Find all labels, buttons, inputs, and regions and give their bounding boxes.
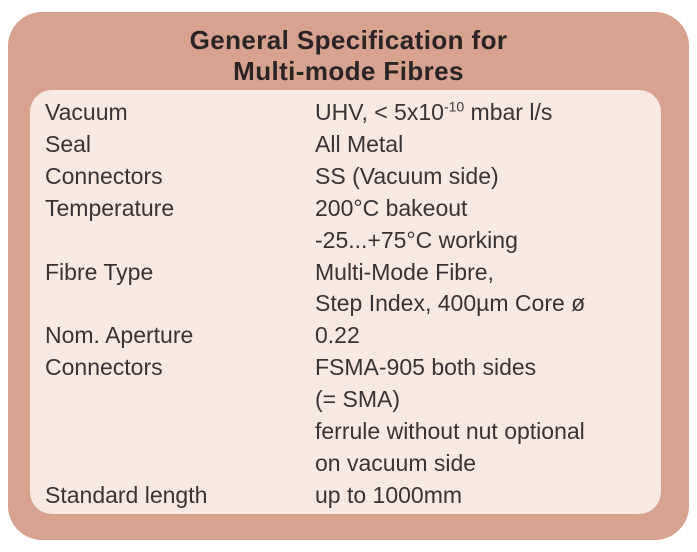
- spec-row-temperature: Temperature 200°C bakeout: [45, 193, 655, 225]
- spec-value: up to 1000mm: [315, 481, 463, 508]
- spec-row-connectors-cont-3: on vacuum side: [45, 447, 655, 479]
- spec-value: 0.22: [315, 322, 360, 349]
- spec-value: SS (Vacuum side): [315, 163, 499, 190]
- spec-value: UHV, < 5x10-10 mbar l/s: [315, 99, 655, 126]
- card-title-line1: General Specification for: [189, 25, 508, 55]
- spec-row-nom-aperture: Nom. Aperture 0.22: [45, 320, 655, 352]
- spec-label: Connectors: [45, 163, 163, 190]
- card-title: General Specification for Multi-mode Fib…: [8, 12, 689, 87]
- spec-row-fibre-type: Fibre Type Multi-Mode Fibre,: [45, 256, 655, 288]
- spec-label: Temperature: [45, 194, 175, 221]
- spec-label: Fibre Type: [45, 258, 154, 285]
- spec-label: Nom. Aperture: [45, 322, 194, 349]
- spec-label: Connectors: [45, 354, 163, 381]
- spec-row-connectors-cont-2: ferrule without nut optional: [45, 415, 655, 447]
- spec-card: General Specification for Multi-mode Fib…: [8, 12, 689, 540]
- spec-value: on vacuum side: [315, 449, 477, 476]
- value-exponent: -10: [443, 98, 465, 115]
- spec-row-seal: Seal All Metal: [45, 129, 655, 161]
- spec-row-connectors-vacuum: Connectors SS (Vacuum side): [45, 161, 655, 193]
- spec-value: (= SMA): [315, 386, 400, 413]
- spec-value: -25...+75°C working: [315, 226, 518, 253]
- spec-label: Seal: [45, 131, 92, 158]
- spec-table: Vacuum UHV, < 5x10-10 mbar l/s Seal All …: [30, 90, 661, 514]
- spec-value: FSMA-905 both sides: [315, 354, 537, 381]
- spec-row-connectors-fsma: Connectors FSMA-905 both sides: [45, 352, 655, 384]
- spec-row-fibre-type-cont: Step Index, 400µm Core ø: [45, 288, 655, 320]
- spec-value: Step Index, 400µm Core ø: [315, 290, 586, 317]
- spec-value: Multi-Mode Fibre,: [315, 258, 494, 285]
- spec-value: ferrule without nut optional: [315, 417, 585, 444]
- spec-row-connectors-cont-1: (= SMA): [45, 384, 655, 416]
- value-text: mbar l/s: [464, 99, 553, 126]
- spec-row-vacuum: Vacuum UHV, < 5x10-10 mbar l/s: [45, 97, 655, 129]
- spec-value: 200°C bakeout: [315, 194, 468, 221]
- value-text: UHV, < 5x10: [315, 99, 444, 126]
- card-title-line2: Multi-mode Fibres: [233, 56, 464, 86]
- spec-label: Standard length: [45, 481, 208, 508]
- spec-value: All Metal: [315, 131, 404, 158]
- spec-label: Vacuum: [45, 99, 128, 126]
- spec-row-temperature-cont: -25...+75°C working: [45, 224, 655, 256]
- spec-row-standard-length: Standard length up to 1000mm: [45, 479, 655, 511]
